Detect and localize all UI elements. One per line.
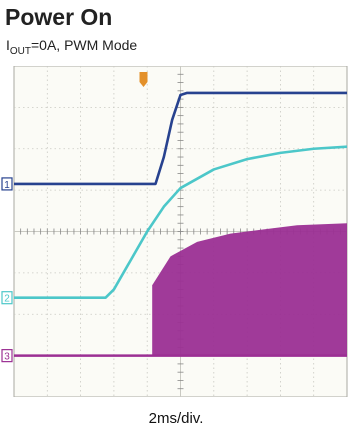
x-axis-label: 2ms/div.: [148, 410, 204, 427]
channel-1-marker-box: [1, 177, 13, 191]
channel-2-marker-label: 2: [4, 294, 10, 305]
oscilloscope-plot: 1234: [1, 66, 348, 397]
chart-subtitle: IOUT=0A, PWM Mode: [6, 37, 137, 57]
channel-2-trace: [14, 145, 348, 299]
trigger-position-icon: [139, 72, 148, 87]
channel-2-marker-box: [1, 291, 13, 305]
channel-3-marker-box: [1, 349, 13, 363]
channel-3-switching-band: [152, 223, 347, 356]
subtitle-suffix: =0A, PWM Mode: [31, 37, 138, 53]
channel-markers: 1234: [1, 177, 13, 363]
plot-traces: [14, 91, 348, 357]
trigger-marker: [139, 72, 148, 87]
channel-1-trace: [14, 91, 347, 186]
subtitle-prefix: I: [6, 37, 10, 53]
subtitle-subscript: OUT: [9, 45, 31, 57]
channel-3-marker-label: 3: [4, 352, 10, 363]
chart-title: Power On: [5, 4, 113, 30]
channel-1-marker-label: 1: [4, 180, 10, 191]
